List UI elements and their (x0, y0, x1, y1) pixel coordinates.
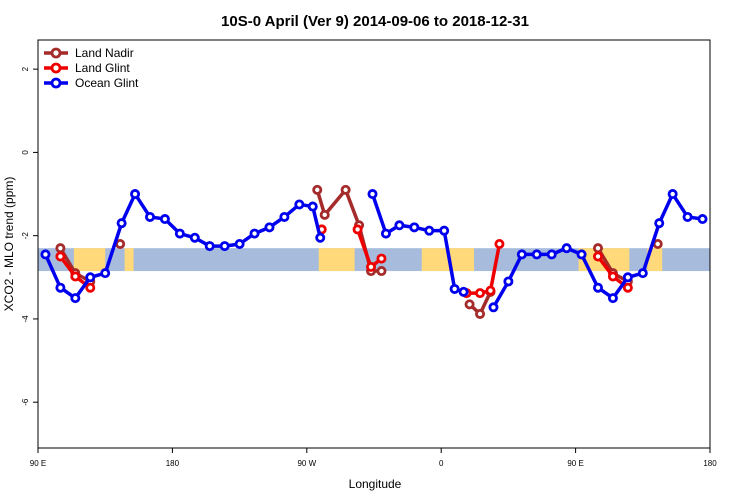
data-point-ocean-glint (546, 249, 557, 260)
data-point-ocean-glint (654, 218, 665, 229)
data-point-ocean-glint (667, 189, 678, 200)
data-point-ocean-glint (697, 214, 708, 225)
x-axis: 90 E 180 90 W 0 90 E 180 (30, 448, 717, 468)
data-point-ocean-glint (622, 272, 633, 283)
data-point-ocean-glint (279, 211, 290, 222)
data-point-land-glint (70, 271, 81, 282)
data-point-ocean-glint (234, 238, 245, 249)
series-ocean-glint (40, 189, 708, 313)
x-axis-label: Longitude (349, 477, 402, 491)
y-tick-label: 0 (21, 150, 30, 155)
data-point-ocean-glint (144, 211, 155, 222)
data-point-ocean-glint (449, 283, 460, 294)
y-tick-label: 2 (21, 66, 30, 71)
data-point-ocean-glint (380, 228, 391, 239)
data-point-ocean-glint (116, 218, 127, 229)
data-point-ocean-glint (307, 201, 318, 212)
series-line-land-glint (464, 242, 502, 295)
data-point-ocean-glint (503, 276, 514, 287)
plot-frame (37, 39, 711, 449)
data-point-land-nadir (319, 209, 330, 220)
data-point-land-nadir (55, 243, 66, 254)
y-tick-label: -4 (21, 315, 30, 323)
band-land (647, 248, 663, 272)
data-point-ocean-glint (204, 241, 215, 252)
data-point-land-nadir (652, 238, 663, 249)
data-point-land-glint (85, 282, 96, 293)
data-point-ocean-glint (40, 249, 51, 260)
series-land-glint (55, 224, 633, 299)
data-point-ocean-glint (424, 225, 435, 236)
data-point-ocean-glint (219, 241, 230, 252)
legend-label-ocean-glint: Ocean Glint (75, 76, 139, 90)
data-point-land-nadir (464, 299, 475, 310)
data-point-ocean-glint (458, 286, 469, 297)
legend-label-land-glint: Land Glint (75, 61, 130, 75)
data-point-ocean-glint (593, 282, 604, 293)
data-point-land-glint (485, 285, 496, 296)
data-point-ocean-glint (130, 189, 141, 200)
x-tick-label: 180 (703, 459, 717, 468)
data-point-ocean-glint (367, 189, 378, 200)
plot-background (38, 40, 710, 448)
y-axis: 2 0 -2 -4 -6 (21, 66, 38, 406)
data-point-ocean-glint (264, 222, 275, 233)
data-point-ocean-glint (576, 249, 587, 260)
data-point-land-nadir (340, 184, 351, 195)
y-tick-label: -2 (21, 232, 30, 240)
x-tick-label: 90 W (297, 459, 316, 468)
data-point-ocean-glint (637, 268, 648, 279)
data-point-ocean-glint (294, 199, 305, 210)
data-point-land-nadir (376, 266, 387, 277)
x-tick-label: 0 (439, 459, 444, 468)
band-land (73, 248, 106, 272)
x-tick-label: 90 E (30, 459, 46, 468)
legend-label-land-nadir: Land Nadir (75, 46, 134, 60)
data-point-land-glint (494, 238, 505, 249)
data-point-land-glint (475, 288, 486, 299)
data-point-ocean-glint (531, 249, 542, 260)
band-land (124, 248, 134, 272)
data-point-ocean-glint (439, 225, 450, 236)
data-point-ocean-glint (100, 268, 111, 279)
data-point-land-glint (366, 261, 377, 272)
data-point-ocean-glint (607, 293, 618, 304)
data-point-ocean-glint (561, 243, 572, 254)
data-point-land-nadir (593, 243, 604, 254)
data-point-land-glint (622, 282, 633, 293)
data-point-ocean-glint (409, 222, 420, 233)
data-point-land-nadir (312, 184, 323, 195)
data-point-ocean-glint (189, 232, 200, 243)
data-point-ocean-glint (249, 228, 260, 239)
data-point-land-glint (607, 271, 618, 282)
data-point-ocean-glint (174, 228, 185, 239)
y-tick-label: -6 (21, 398, 30, 406)
data-point-ocean-glint (85, 272, 96, 283)
legend-marker-land-nadir (50, 47, 62, 59)
data-point-ocean-glint (159, 214, 170, 225)
data-point-land-glint (376, 253, 387, 264)
band-land (318, 248, 355, 272)
data-point-ocean-glint (315, 232, 326, 243)
data-point-land-glint (352, 224, 363, 235)
chart-title: 10S-0 April (Ver 9) 2014-09-06 to 2018-1… (221, 13, 529, 30)
y-axis-label: XCO2 - MLO trend (ppm) (2, 177, 16, 312)
data-point-land-nadir (115, 238, 126, 249)
data-point-land-nadir (475, 308, 486, 319)
series-layer (40, 184, 708, 319)
data-point-ocean-glint (488, 302, 499, 313)
x-tick-label: 180 (166, 459, 180, 468)
x-tick-label: 90 E (567, 459, 583, 468)
data-point-ocean-glint (516, 249, 527, 260)
legend-marker-land-glint (50, 62, 62, 74)
data-point-land-glint (55, 251, 66, 262)
legend-marker-ocean-glint (50, 77, 62, 89)
data-point-land-glint (593, 251, 604, 262)
data-point-ocean-glint (394, 220, 405, 231)
data-point-ocean-glint (55, 282, 66, 293)
data-point-ocean-glint (70, 293, 81, 304)
data-point-ocean-glint (682, 211, 693, 222)
